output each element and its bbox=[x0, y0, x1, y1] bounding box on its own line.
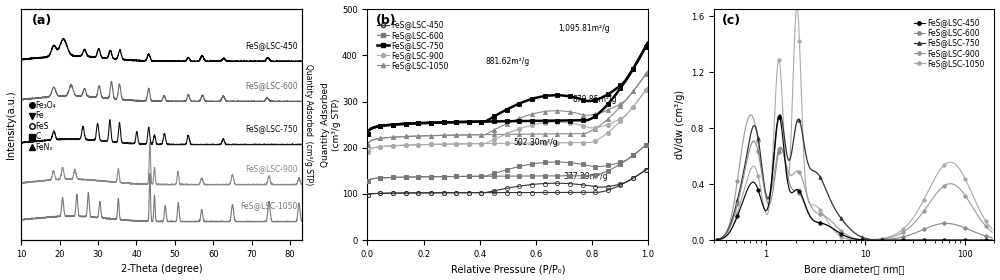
Legend: FeS@LSC-450, FeS@LSC-600, FeS@LSC-750, FeS@LSC-900, FeS@LSC-1050: FeS@LSC-450, FeS@LSC-600, FeS@LSC-750, F… bbox=[374, 17, 451, 73]
X-axis label: Bore diameter（ nm）: Bore diameter（ nm） bbox=[804, 264, 904, 274]
Text: FeS@LSC-450: FeS@LSC-450 bbox=[245, 41, 298, 50]
Text: 502.30m²/g: 502.30m²/g bbox=[513, 138, 558, 147]
Legend: FeS@LSC-450, FeS@LSC-600, FeS@LSC-750, FeS@LSC-900, FeS@LSC-1050: FeS@LSC-450, FeS@LSC-600, FeS@LSC-750, F… bbox=[911, 15, 988, 71]
Legend: Fe₃O₄, Fe, FeS, C, FeNₓ: Fe₃O₄, Fe, FeS, C, FeNₓ bbox=[31, 101, 56, 152]
Text: FeS@LSC-1050: FeS@LSC-1050 bbox=[240, 201, 298, 210]
Y-axis label: Quantity Adsorbed
(cm³/g STP): Quantity Adsorbed (cm³/g STP) bbox=[321, 82, 341, 167]
Y-axis label: dV/dw (cm³/g): dV/dw (cm³/g) bbox=[675, 90, 685, 159]
Text: 1,095.81m²/g: 1,095.81m²/g bbox=[558, 24, 610, 33]
Text: FeS@LSC-750: FeS@LSC-750 bbox=[245, 124, 298, 133]
Text: (a): (a) bbox=[32, 14, 53, 27]
Text: FeS@LSC-900: FeS@LSC-900 bbox=[245, 164, 298, 173]
Text: (b): (b) bbox=[376, 14, 397, 27]
X-axis label: Relative Pressure (P/P₀): Relative Pressure (P/P₀) bbox=[451, 264, 565, 274]
Text: 377.29m²/g: 377.29m²/g bbox=[564, 172, 609, 181]
Y-axis label: Intensity(a.u.): Intensity(a.u.) bbox=[6, 90, 16, 159]
Text: 870.85m²/g: 870.85m²/g bbox=[572, 95, 617, 104]
X-axis label: 2-Theta (degree): 2-Theta (degree) bbox=[121, 264, 202, 274]
Text: 881.62m²/g: 881.62m²/g bbox=[485, 57, 530, 66]
Y-axis label: Quantity Adsorbed  (cm³/g STP): Quantity Adsorbed (cm³/g STP) bbox=[304, 64, 313, 185]
Text: (c): (c) bbox=[722, 14, 741, 27]
Text: FeS@LSC-600: FeS@LSC-600 bbox=[245, 81, 298, 90]
